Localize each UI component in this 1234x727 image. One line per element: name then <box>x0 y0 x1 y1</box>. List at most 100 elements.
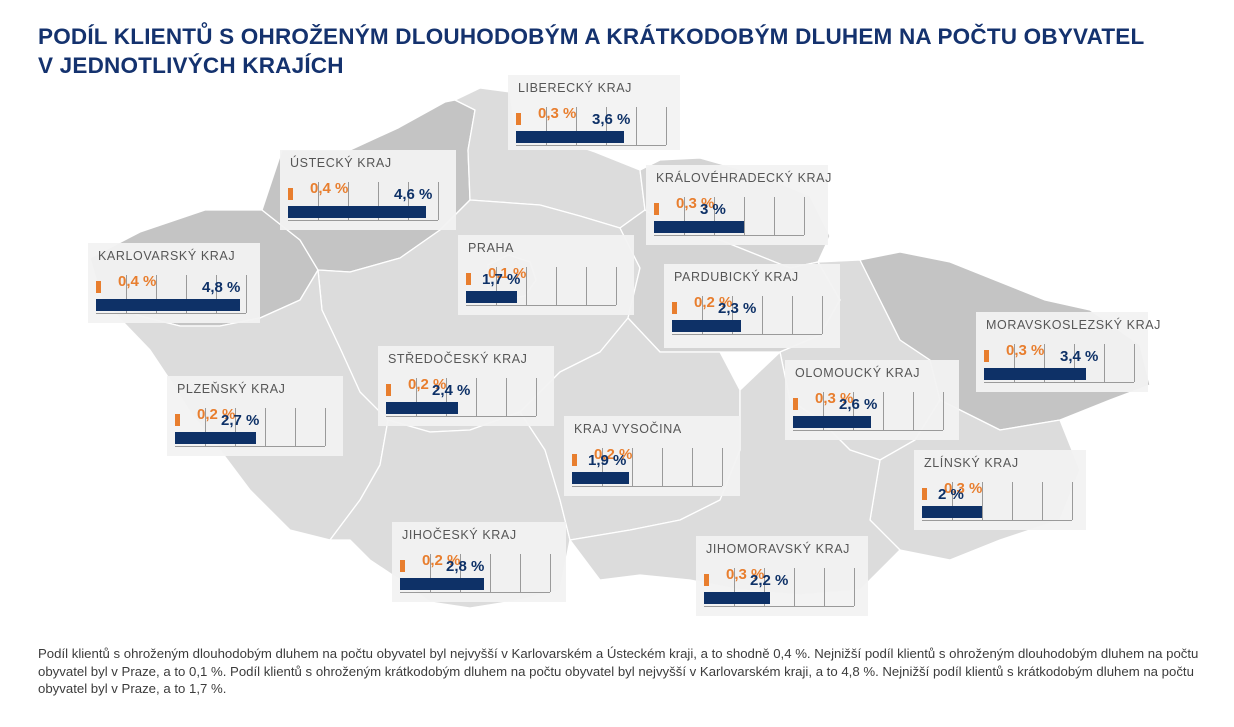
gridline <box>666 107 667 145</box>
gridline <box>1012 482 1013 520</box>
gridline <box>692 448 693 486</box>
baseline <box>984 382 1134 383</box>
bar-short-term <box>793 398 798 410</box>
region-name: KRAJ VYSOČINA <box>574 422 682 436</box>
value-short-term: 0,3 % <box>726 566 765 583</box>
value-long-term: 1,9 % <box>588 452 627 469</box>
value-short-term: 0,3 % <box>1006 342 1045 359</box>
gridline <box>348 182 349 220</box>
gridline <box>1042 482 1043 520</box>
baseline <box>466 305 616 306</box>
baseline <box>96 313 246 314</box>
gridline <box>216 275 217 313</box>
bar-short-term <box>96 281 101 293</box>
footnote: Podíl klientů s ohroženým dlouhodobým dl… <box>38 646 1199 696</box>
gridline <box>1104 344 1105 382</box>
gridline <box>913 392 914 430</box>
region-name: PRAHA <box>468 241 515 255</box>
gridline <box>774 197 775 235</box>
region-name: ZLÍNSKÝ KRAJ <box>924 456 1019 470</box>
baseline <box>175 446 325 447</box>
gridline <box>318 182 319 220</box>
bar-long-term <box>516 131 624 143</box>
gridline <box>460 554 461 592</box>
bar-long-term <box>96 299 240 311</box>
value-short-term: 0,2 % <box>408 376 447 393</box>
bar-long-term <box>984 368 1086 380</box>
gridline <box>526 267 527 305</box>
value-long-term: 1,7 % <box>482 271 521 288</box>
region-card-pardubicky: PARDUBICKÝ KRAJ 0,2 % 2,3 % <box>664 264 840 348</box>
region-card-praha: PRAHA 0,1 % 1,7 % <box>458 235 634 315</box>
gridline <box>205 408 206 446</box>
region-card-jihomoravsky: JIHOMORAVSKÝ KRAJ 0,3 % 2,2 % <box>696 536 868 616</box>
gridline <box>734 568 735 606</box>
gridline <box>702 296 703 334</box>
bar-short-term <box>288 188 293 200</box>
gridline <box>1014 344 1015 382</box>
region-name: PARDUBICKÝ KRAJ <box>674 270 799 284</box>
baseline <box>654 235 804 236</box>
gridline <box>722 448 723 486</box>
gridline <box>714 197 715 235</box>
value-long-term: 2,6 % <box>839 396 878 413</box>
gridline <box>556 267 557 305</box>
region-card-plzensky: PLZEŇSKÝ KRAJ 0,2 % 2,7 % <box>167 376 343 456</box>
value-short-term: 0,2 % <box>694 294 733 311</box>
bar-short-term <box>466 273 471 285</box>
value-long-term: 2 % <box>938 486 964 503</box>
gridline <box>732 296 733 334</box>
region-name: OLOMOUCKÝ KRAJ <box>795 366 921 380</box>
region-card-stredocesky: STŘEDOČESKÝ KRAJ 0,2 % 2,4 % <box>378 346 554 426</box>
bar-long-term <box>654 221 744 233</box>
bar-long-term <box>386 402 458 414</box>
value-long-term: 3,4 % <box>1060 348 1099 365</box>
gridline <box>506 378 507 416</box>
chart-title-line-2: V JEDNOTLIVÝCH KRAJÍCH <box>38 53 344 78</box>
bar-short-term <box>175 414 180 426</box>
gridline <box>126 275 127 313</box>
gridline <box>636 107 637 145</box>
region-name: PLZEŇSKÝ KRAJ <box>177 382 286 396</box>
bar-long-term <box>672 320 741 332</box>
value-long-term: 2,8 % <box>446 558 485 575</box>
gridline <box>586 267 587 305</box>
gridline <box>520 554 521 592</box>
gridline <box>246 275 247 313</box>
value-long-term: 4,6 % <box>394 186 433 203</box>
value-short-term: 0,4 % <box>118 273 157 290</box>
baseline <box>922 520 1072 521</box>
value-short-term: 0,3 % <box>676 195 715 212</box>
chart-title: PODÍL KLIENTŮ S OHROŽENÝM DLOUHODOBÝM A … <box>38 22 1218 80</box>
region-name: STŘEDOČESKÝ KRAJ <box>388 352 528 366</box>
gridline <box>822 296 823 334</box>
value-short-term: 0,2 % <box>422 552 461 569</box>
gridline <box>1074 344 1075 382</box>
gridline <box>546 107 547 145</box>
baseline <box>793 430 943 431</box>
bar-short-term <box>672 302 677 314</box>
gridline <box>1134 344 1135 382</box>
gridline <box>804 197 805 235</box>
bar-short-term <box>984 350 989 362</box>
gridline <box>265 408 266 446</box>
gridline <box>438 182 439 220</box>
baseline <box>672 334 822 335</box>
bar-long-term <box>704 592 770 604</box>
gridline <box>823 392 824 430</box>
gridline <box>952 482 953 520</box>
gridline <box>550 554 551 592</box>
baseline <box>516 145 666 146</box>
gridline <box>408 182 409 220</box>
region-card-olomoucky: OLOMOUCKÝ KRAJ 0,3 % 2,6 % <box>785 360 959 440</box>
bar-short-term <box>400 560 405 572</box>
gridline <box>576 107 577 145</box>
gridline <box>684 197 685 235</box>
value-short-term: 0,2 % <box>594 446 633 463</box>
region-name: KRÁLOVÉHRADECKÝ KRAJ <box>656 171 832 185</box>
value-long-term: 2,2 % <box>750 572 789 589</box>
gridline <box>762 296 763 334</box>
region-name: JIHOČESKÝ KRAJ <box>402 528 517 542</box>
gridline <box>632 448 633 486</box>
region-card-karlovarsky: KARLOVARSKÝ KRAJ 0,4 % 4,8 % <box>88 243 260 323</box>
